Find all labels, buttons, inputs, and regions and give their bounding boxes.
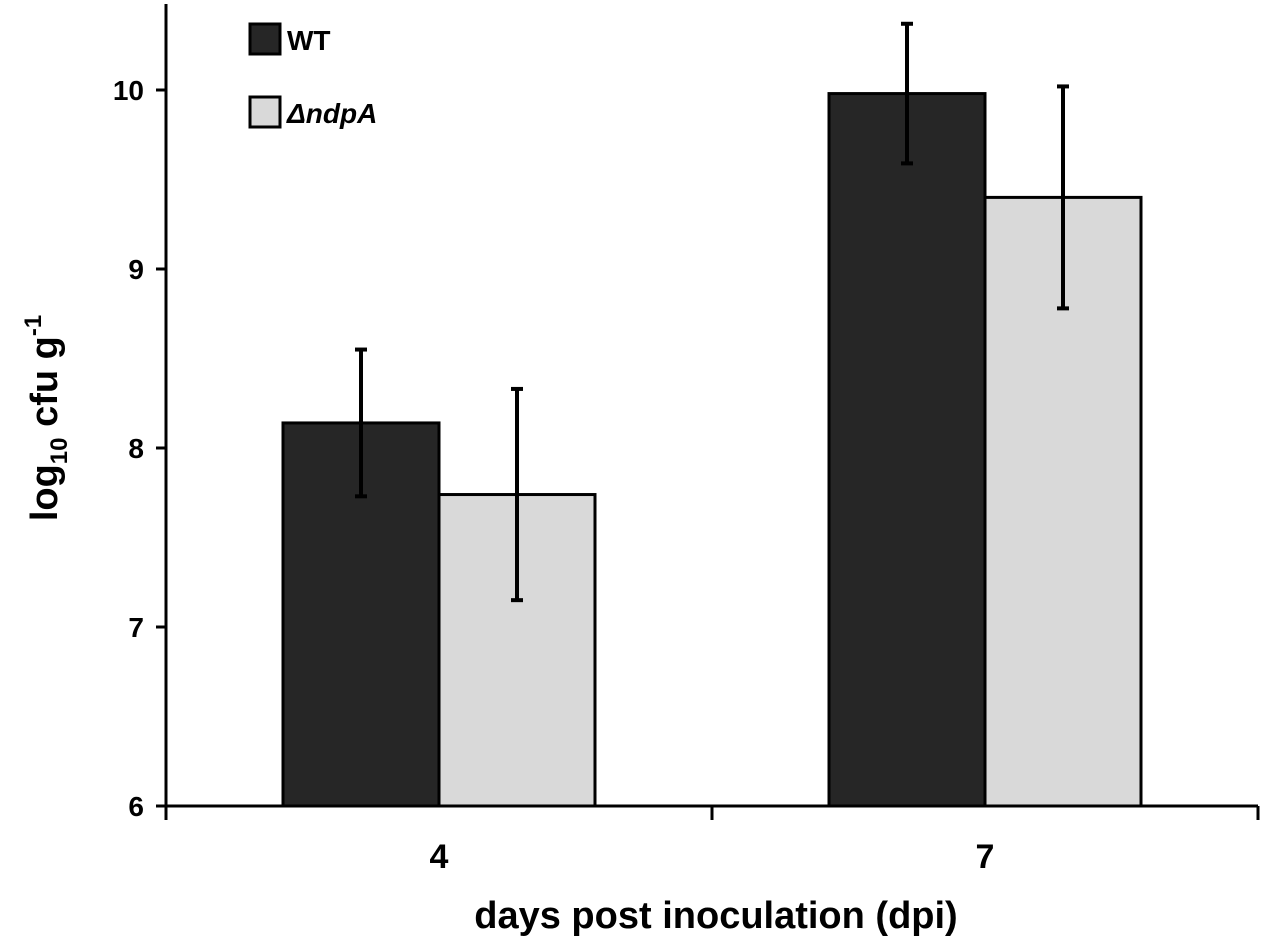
legend-swatch-ndpa [248,95,282,129]
legend-label-ndpa: ΔndpA [286,98,377,129]
bars-layer [281,92,1143,808]
y-axis-title: log10 cfu g-1 [20,315,73,521]
x-category-label-7: 7 [976,838,995,876]
error-bar-ndpa-dpi-7 [1057,84,1069,311]
y-tick-label-10: 10 [113,75,144,106]
y-ticks-layer: 6 7 8 9 10 [113,75,166,822]
x-category-label-4: 4 [430,838,449,876]
y-axis-title-base: log [24,464,66,521]
legend-swatch-wt [248,22,282,56]
x-axis-title: days post inoculation (dpi) [474,895,957,937]
error-bar-wt-dpi-4 [355,347,367,499]
y-axis-title-superscript: -1 [20,315,47,336]
y-tick-label-8: 8 [128,433,144,464]
legend-item-wt: WT [248,22,331,56]
error-bar-ndpa-dpi-4 [511,386,523,603]
legend-item-ndpa: ΔndpA [248,95,377,129]
y-tick-label-9: 9 [128,254,144,285]
y-tick-label-6: 6 [128,791,144,822]
error-bar-wt-dpi-7 [901,21,913,166]
y-axis-title-subscript: 10 [46,437,73,464]
bar-wt-dpi-7 [827,92,987,808]
y-tick-label-7: 7 [128,612,144,643]
error-bars-layer [355,21,1069,603]
legend-label-wt: WT [287,25,331,56]
y-axis-title-mid: cfu g [24,336,66,437]
legend: WT ΔndpA [248,22,377,129]
